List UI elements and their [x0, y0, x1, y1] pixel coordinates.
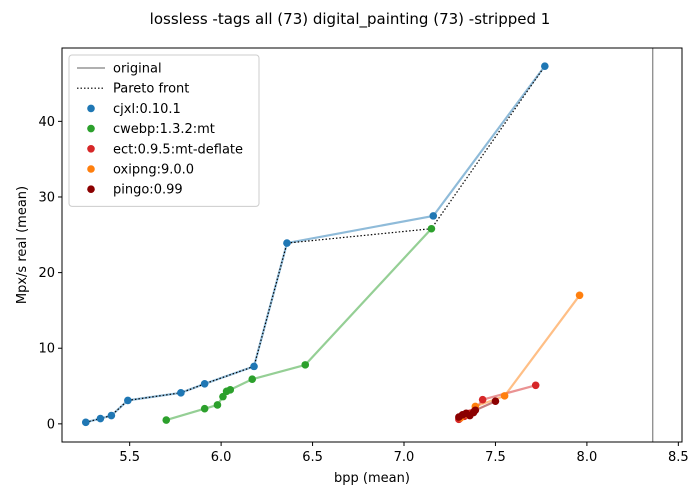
- legend-series-label: ect:0.9.5:mt-deflate: [113, 142, 243, 157]
- plot-frame: [61, 47, 683, 443]
- data-point: [162, 416, 171, 424]
- x-tick-label: 8.5: [668, 450, 689, 465]
- legend-series-label: cjxl:0.10.1: [113, 102, 181, 117]
- x-tick-label: 6.0: [211, 450, 232, 465]
- x-tick-label: 6.5: [302, 450, 323, 465]
- legend-series-label: pingo:0.99: [113, 183, 183, 198]
- data-point: [248, 375, 257, 384]
- y-tick-label: 40: [38, 115, 55, 130]
- data-point: [471, 406, 480, 415]
- data-point: [200, 379, 209, 388]
- data-point: [283, 239, 291, 247]
- y-tick-label: 0: [47, 417, 55, 432]
- x-tick-label: 8.0: [577, 450, 598, 465]
- data-point: [96, 414, 105, 423]
- x-axis-label: bpp (mean): [334, 471, 410, 486]
- data-point: [478, 395, 487, 404]
- data-point: [81, 418, 90, 427]
- data-point: [200, 404, 209, 413]
- data-point: [226, 386, 235, 394]
- plot-marks: [81, 48, 654, 442]
- data-point: [531, 381, 540, 390]
- data-point: [301, 361, 310, 369]
- x-tick-label: 7.0: [394, 450, 415, 465]
- data-point: [107, 411, 116, 420]
- legend-series-swatch: [87, 145, 95, 153]
- data-point: [575, 291, 584, 300]
- x-tick-label: 5.5: [119, 450, 140, 465]
- data-point: [213, 401, 222, 409]
- chart-title: lossless -tags all (73) digital_painting…: [150, 10, 551, 29]
- legend: original Pareto front cjxl:0.10.1 cwebp:1.3…: [68, 54, 260, 207]
- data-point: [250, 362, 258, 371]
- legend-series-swatch: [87, 185, 95, 193]
- data-point: [429, 212, 438, 220]
- legend-series-label: oxipng:9.0.0: [113, 163, 194, 178]
- y-axis: 0 10 20 30 40: [38, 115, 62, 432]
- legend-pareto-label: Pareto front: [113, 82, 189, 97]
- data-point: [124, 396, 132, 405]
- y-axis-label: Mpx/s real (mean): [15, 186, 30, 304]
- series-line: [85, 65, 546, 424]
- data-point: [219, 392, 227, 401]
- x-axis: 5.5 6.0 6.5 7.0 7.5 8.0 8.5: [119, 442, 689, 465]
- data-point: [427, 224, 436, 233]
- legend-series-label: cwebp:1.3.2:mt: [113, 122, 215, 137]
- data-point: [500, 392, 509, 400]
- legend-series-swatch: [87, 124, 95, 133]
- legend-series-swatch: [87, 104, 95, 113]
- data-point: [541, 62, 549, 70]
- legend-series-swatch: [87, 165, 95, 173]
- data-point: [491, 397, 500, 405]
- data-point: [177, 389, 185, 397]
- x-tick-label: 7.5: [485, 450, 506, 465]
- y-tick-label: 20: [38, 266, 55, 281]
- y-tick-label: 10: [38, 342, 55, 357]
- legend-box: [68, 54, 260, 207]
- y-tick-label: 30: [38, 190, 55, 205]
- legend-original-label: original: [113, 62, 162, 77]
